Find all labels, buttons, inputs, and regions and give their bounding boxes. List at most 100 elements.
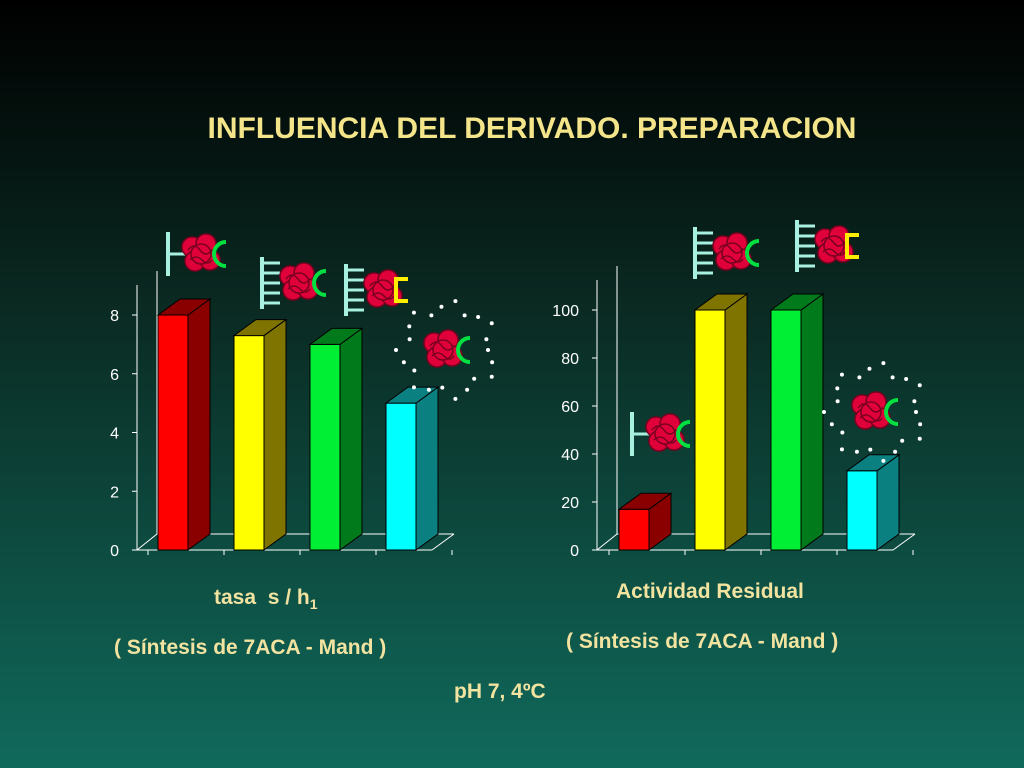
enzyme-soluble-dotted-icon [822,361,923,463]
enzyme-blob [181,233,221,272]
bar [617,492,673,551]
blob-fold [822,248,846,256]
polymer-dot [489,374,494,379]
enzyme-monopoint-icon [630,412,691,456]
blob-fold [285,274,311,284]
bar [845,453,901,551]
active-site-c [745,239,760,267]
polymer-dot [890,375,895,380]
y-tick-label: 20 [561,495,579,512]
bar-side [876,453,900,551]
polymer-dot [900,438,905,443]
polymer-dot [411,310,416,315]
bar [232,318,288,551]
y-tick-label: 6 [110,367,119,384]
enzyme-monopoint-icon [166,232,227,276]
blob-fold [431,352,455,360]
floor-right-edge [431,533,455,551]
support-surface [693,227,713,279]
bar-front [846,470,878,551]
right-chart-subcaption: ( Síntesis de 7ACA - Mand ) [566,630,839,653]
support-surface [166,232,186,276]
polymer-dot [465,387,470,392]
polymer-dot [839,447,844,452]
y-tick-label: 0 [110,543,119,560]
bar [769,293,825,551]
bar-side [263,318,287,551]
enzyme-blob [645,413,685,452]
slide-title: INFLUENCIA DEL DERIVADO. PREPARACION [207,112,857,145]
bar-front [385,402,417,551]
y-tick-label: 40 [561,447,579,464]
polymer-dot [829,422,834,427]
active-site-c [676,420,691,448]
chart-2: 0 20 40 60 80 100 [552,266,916,560]
support-surface [795,220,815,272]
polymer-dot [881,458,886,463]
polymer-dot [407,324,412,329]
active-site-c [884,398,899,426]
polymer-dot [407,337,412,342]
blob-lobe [288,272,310,294]
polymer-dot [440,385,445,390]
enzyme-multipoint-icon [693,227,760,279]
bar-front [618,508,650,551]
blob-lobe [432,339,454,361]
bar-front [157,314,189,551]
bar-top [617,492,673,510]
left-chart-caption: tasa s / h1 [214,586,318,612]
blob-fold [651,425,677,435]
blob-fold [369,281,395,291]
active-site-bracket [394,277,408,303]
blob-fold [857,403,883,413]
bar [308,327,364,551]
polymer-dot [411,385,416,390]
bar-top [156,298,212,316]
left-caption-main: tasa s / h [214,586,310,609]
polymer-dot [918,422,923,427]
polymer-dot [839,372,844,377]
conditions-label: pH 7, 4ºC [454,680,546,703]
left-chart-subcaption: ( Síntesis de 7ACA - Mand ) [114,636,387,659]
y-tick-label: 80 [561,351,579,368]
polymer-dot [490,360,495,365]
bar-top [308,327,364,345]
polymer-dot [857,375,862,380]
floor-left-edge [596,533,618,551]
enzyme-blob [423,329,463,368]
active-site-c [312,269,327,297]
floor-right-edge [892,533,916,551]
polymer-dot [394,348,398,352]
blob-lobe [823,235,845,257]
polymer-dot [412,368,417,373]
left-caption-subscript: 1 [309,596,318,613]
polymer-dot [867,366,872,371]
blob-fold [429,341,455,351]
bar-top [232,319,288,337]
bar-side [415,386,439,551]
polymer-dot [868,447,873,452]
active-site-c [456,336,471,364]
support-surface [260,257,280,309]
polymer-dot [426,387,431,392]
blob-fold [187,245,213,255]
support-surface [344,264,364,316]
polymer-dot [835,399,840,404]
bar-front [233,335,265,551]
bar-side [187,298,211,551]
enzyme-blob [363,269,403,308]
blob-fold [718,244,744,254]
polymer-dot [854,449,859,454]
y-tick-label: 8 [110,308,119,325]
support-surface [630,412,650,456]
polymer-dot [472,376,477,381]
blob-lobe [860,401,882,423]
blob-lobe [190,243,212,265]
polymer-dot [484,337,489,342]
polymer-dot [912,399,917,404]
polymer-dot [439,304,444,309]
y-tick-label: 100 [552,303,579,320]
bar-top [769,293,825,311]
polymer-dot [914,410,918,414]
polymer-dot [453,396,458,401]
